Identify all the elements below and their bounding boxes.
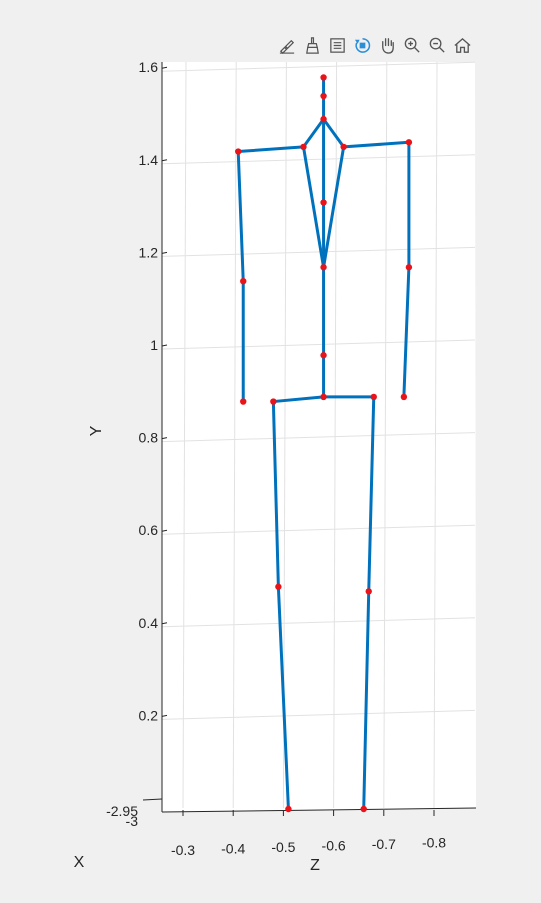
- skeleton-bone: [236, 150, 245, 283]
- x-axis-label: X: [74, 854, 85, 871]
- skeleton-bones: [236, 75, 411, 811]
- y-tick-label: 0.6: [139, 522, 159, 538]
- z-axis-label: Z: [310, 857, 320, 874]
- skeleton-joints: [235, 74, 413, 813]
- y-tick-label: 1.4: [139, 152, 159, 168]
- y-tick-mark: [161, 622, 168, 625]
- brush-edit-icon[interactable]: [276, 34, 298, 56]
- y-tick-label: 1.6: [139, 59, 159, 75]
- z-tick-label: -0.4: [221, 841, 245, 857]
- zoom-out-icon[interactable]: [426, 34, 448, 56]
- skeleton-bone: [367, 395, 376, 593]
- grid-line-y: [161, 524, 476, 535]
- axes-frame: [142, 62, 477, 813]
- skeleton-bone: [322, 117, 346, 149]
- skeleton-joint-marker: [320, 115, 327, 123]
- z-tick-label: -0.8: [422, 835, 446, 851]
- skeleton-bone: [322, 145, 346, 269]
- z-tick-label: -0.3: [171, 842, 195, 858]
- y-tick-label: 0.4: [139, 615, 159, 631]
- grid-line-y: [161, 709, 476, 720]
- home-icon[interactable]: [451, 34, 473, 56]
- y-tick-mark: [161, 529, 168, 532]
- y-tick-label: 1.2: [139, 244, 159, 260]
- skeleton-joint-marker: [275, 583, 282, 590]
- grid-line-y: [161, 432, 476, 443]
- grid-line-z: [232, 61, 237, 809]
- z-axis-line: [161, 807, 477, 813]
- skeleton-bone: [362, 589, 371, 811]
- y-tick-mark: [161, 251, 168, 254]
- z-tick-label: -0.7: [372, 836, 396, 852]
- skeleton-joint-marker: [400, 393, 408, 401]
- skeleton-joint-marker: [270, 398, 277, 405]
- skeleton-bone: [271, 400, 280, 589]
- x-axis-line: [142, 798, 163, 801]
- y-tick-mark: [161, 714, 168, 717]
- z-tick-label: -0.6: [322, 838, 346, 854]
- skeleton-joint-marker: [320, 199, 327, 206]
- z-tick-label: -0.5: [271, 839, 295, 855]
- y-tick-label: 1: [150, 337, 158, 353]
- x-tick-label: -3: [126, 813, 139, 829]
- y-tick-mark: [161, 66, 168, 69]
- tick-labels: 0.2 0.4 0.6 0.8 1 1.2 1.4 1.6 -0.3 -0.4 -0.5 -0.6 -0…: [106, 59, 446, 858]
- grid-line-y: [161, 154, 476, 165]
- grid-line-y: [161, 339, 476, 350]
- grid-line-y: [161, 61, 476, 72]
- skeleton-joint-marker: [240, 398, 247, 405]
- y-axis-label: Y: [88, 425, 105, 436]
- axis-labels: Y X Z: [74, 425, 320, 874]
- skeleton-joint-marker: [320, 92, 327, 100]
- skeleton-joint-marker: [240, 277, 247, 285]
- grid-lines: [161, 61, 476, 809]
- skeleton-bone: [276, 585, 290, 811]
- skeleton-joint-marker: [340, 143, 347, 151]
- zoom-in-icon[interactable]: [401, 34, 423, 56]
- y-tick-mark: [161, 159, 168, 162]
- skeleton-bone: [402, 265, 411, 399]
- pan-hand-icon[interactable]: [376, 34, 398, 56]
- y-tick-label: 0.8: [139, 430, 159, 446]
- skeleton-bone: [301, 145, 326, 269]
- skeleton-joint-marker: [285, 805, 292, 813]
- legend-icon[interactable]: [326, 34, 348, 56]
- grid-line-y: [161, 617, 476, 628]
- skeleton-joint-marker: [405, 139, 413, 146]
- skeleton-bone: [271, 395, 326, 404]
- grid-line-z: [383, 61, 388, 809]
- y-tick-mark: [161, 344, 168, 347]
- skeleton-joint-marker: [405, 264, 413, 271]
- grid-line-z: [433, 61, 438, 809]
- x-tick-label: -2.95: [106, 803, 138, 819]
- skeleton-joint-marker: [360, 805, 367, 813]
- axes-toolbar: [276, 33, 473, 57]
- skeleton-joint-marker: [300, 143, 307, 151]
- data-cursor-icon[interactable]: [301, 34, 323, 56]
- grid-line-y: [161, 246, 476, 257]
- skeleton-joint-marker: [320, 393, 327, 401]
- skeleton-joint-marker: [365, 588, 372, 595]
- y-tick-mark: [161, 437, 168, 440]
- skeleton-bone: [301, 117, 326, 149]
- skeleton-joint-marker: [320, 264, 327, 271]
- y-tick-label: 0.2: [139, 707, 159, 723]
- skeleton-joint-marker: [320, 352, 327, 359]
- skeleton-joint-marker: [370, 393, 377, 401]
- skeleton-bone: [342, 140, 411, 149]
- skeleton-joint-marker: [320, 74, 327, 81]
- rotate-3d-icon[interactable]: [351, 34, 373, 56]
- skeleton-joint-marker: [235, 148, 242, 155]
- skeleton-bone: [236, 145, 305, 154]
- grid-line-z: [182, 61, 187, 809]
